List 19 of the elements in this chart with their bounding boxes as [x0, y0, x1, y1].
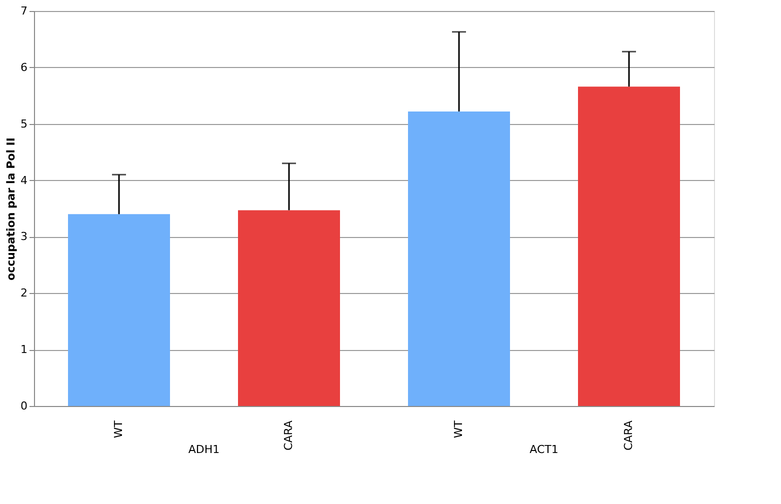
x-tick-label: WT	[452, 420, 465, 438]
y-tick-label: 6	[20, 60, 28, 74]
y-tick-label: 2	[20, 286, 28, 300]
y-tick-label: 5	[20, 117, 28, 130]
y-tick-label: 3	[20, 230, 28, 244]
y-tick-label: 1	[20, 343, 28, 356]
y-tick-label: 7	[20, 4, 28, 18]
text: ACT1	[530, 443, 558, 456]
y-tick-label: 0	[20, 400, 28, 412]
bar	[68, 214, 170, 406]
x-tick-label: WT	[112, 420, 125, 438]
bar	[238, 210, 340, 406]
bar	[408, 111, 510, 406]
y-tick-label: 4	[20, 174, 28, 187]
bar	[578, 86, 680, 406]
x-tick-label: CARA	[282, 420, 295, 450]
text: ADH1	[188, 443, 220, 456]
y-axis-title: occupation par la Pol II	[4, 138, 18, 280]
x-tick-label: CARA	[622, 420, 635, 450]
